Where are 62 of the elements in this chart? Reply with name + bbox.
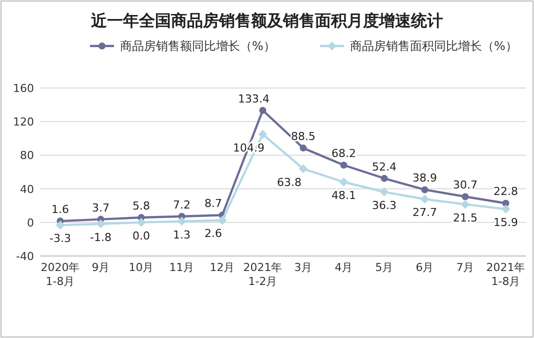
- data-label: 0.0: [132, 229, 150, 242]
- data-label: 38.9: [412, 172, 437, 185]
- point: [380, 174, 388, 182]
- x-tick-label: 12月: [210, 261, 235, 274]
- x-tick-label: 10月: [128, 261, 154, 274]
- x-tick-label: 3月: [294, 261, 312, 274]
- point: [300, 144, 307, 152]
- data-label: 21.5: [453, 211, 478, 224]
- data-label: 36.3: [372, 198, 396, 212]
- point: [56, 220, 65, 230]
- data-label: 7.2: [173, 198, 190, 212]
- y-tick-label: -40: [16, 250, 34, 263]
- data-label: 2.6: [204, 227, 222, 240]
- point: [460, 200, 470, 209]
- point: [340, 162, 348, 169]
- y-tick-label: 40: [20, 182, 34, 196]
- point: [421, 186, 428, 194]
- x-tick-label: 7月: [456, 261, 474, 274]
- point: [136, 218, 146, 227]
- x-tick-label: 2021年 1-2月: [243, 261, 282, 288]
- data-label: 27.7: [412, 206, 437, 220]
- x-tick-label: 11月: [169, 261, 194, 274]
- data-label: -3.3: [50, 232, 71, 246]
- data-label: 22.8: [494, 185, 518, 198]
- legend-label: 商品房销售额同比增长（%）: [120, 39, 276, 53]
- point: [462, 193, 469, 200]
- data-label: 1.6: [52, 203, 69, 216]
- x-tick-label: 4月: [334, 261, 353, 274]
- y-tick-label: 80: [20, 149, 34, 162]
- point: [501, 204, 510, 214]
- point: [258, 130, 268, 139]
- point: [420, 194, 430, 204]
- data-label: 48.1: [332, 188, 356, 202]
- data-label: 30.7: [453, 178, 478, 192]
- y-tick-label: 160: [13, 82, 34, 95]
- data-label: 15.9: [494, 216, 518, 230]
- point: [339, 177, 348, 186]
- data-label: 3.7: [92, 201, 110, 214]
- data-label: 68.2: [332, 147, 356, 160]
- x-tick-label: 5月: [375, 261, 394, 274]
- point: [218, 216, 227, 225]
- point: [298, 164, 308, 174]
- data-label: 63.8: [277, 176, 302, 189]
- data-label: 8.7: [204, 197, 222, 210]
- x-tick-label: 2021年 1-8月: [486, 261, 526, 288]
- x-tick-label: 9月: [92, 261, 110, 274]
- data-label: 5.8: [132, 200, 150, 213]
- data-label: 1.3: [173, 228, 190, 242]
- legend-label: 商品房销售面积同比增长（%）: [350, 39, 518, 53]
- point: [380, 187, 389, 196]
- chart-title: 近一年全国商品房销售额及销售面积月度增速统计: [90, 11, 443, 30]
- y-tick-label: 120: [13, 116, 34, 129]
- data-label: 88.5: [291, 130, 316, 144]
- point: [96, 219, 106, 228]
- data-label: 133.4: [238, 92, 270, 106]
- x-tick-label: 2020年 1-8月: [40, 261, 80, 288]
- data-label: -1.8: [90, 230, 112, 244]
- point: [177, 216, 186, 226]
- y-tick-label: 0: [27, 216, 34, 230]
- x-tick-label: 6月: [416, 261, 434, 274]
- point: [259, 106, 266, 114]
- data-label: 52.4: [372, 160, 396, 174]
